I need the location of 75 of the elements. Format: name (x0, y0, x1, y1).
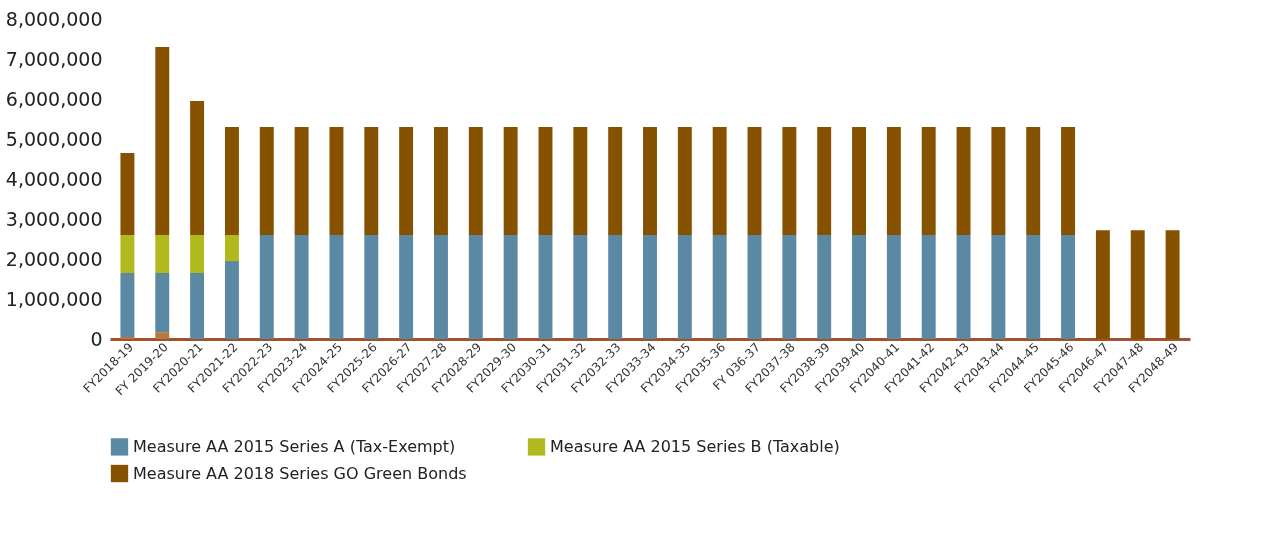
bar (155, 235, 170, 273)
bar (782, 235, 797, 339)
bar (677, 127, 692, 235)
bar (1026, 127, 1041, 235)
legend-label: Measure AA 2015 Series A (Tax-Exempt) (133, 436, 456, 456)
bar (120, 235, 135, 273)
bar (399, 127, 414, 235)
bar (120, 153, 135, 235)
bar (991, 235, 1006, 339)
bar (956, 235, 971, 339)
y-tick-label: 1,000,000 (5, 287, 103, 310)
bar (712, 127, 727, 235)
y-tick-label: 5,000,000 (5, 127, 103, 150)
bar (817, 127, 832, 235)
bar (329, 127, 344, 235)
bar (1061, 127, 1076, 235)
bar (294, 235, 309, 339)
bar (190, 101, 205, 235)
bar (190, 273, 205, 339)
bar (468, 235, 483, 339)
bar (886, 127, 901, 235)
legend-label: Measure AA 2015 Series B (Taxable) (550, 436, 840, 456)
bar (573, 127, 588, 235)
bar (224, 127, 239, 235)
bar (364, 127, 379, 235)
y-tick-label: 3,000,000 (5, 207, 103, 230)
bar (852, 127, 866, 235)
bar (956, 127, 971, 235)
bar (329, 235, 344, 339)
bar (608, 235, 623, 339)
bar (538, 127, 553, 235)
y-tick-label: 7,000,000 (5, 47, 103, 70)
bar (886, 235, 901, 339)
bar (573, 235, 588, 339)
bar (399, 235, 414, 339)
bar (712, 235, 727, 339)
bar (294, 127, 309, 235)
bar (155, 273, 170, 333)
bar (364, 235, 379, 339)
y-tick-label: 8,000,000 (5, 7, 103, 30)
bar (224, 235, 239, 261)
bar (155, 47, 170, 235)
bar (224, 261, 239, 339)
legend-label: Measure AA 2018 Series GO Green Bonds (133, 463, 467, 483)
bar (1026, 235, 1041, 339)
y-tick-label: 6,000,000 (5, 87, 103, 110)
bar (817, 235, 832, 339)
bar (747, 235, 762, 339)
bar (259, 235, 274, 339)
bar (1130, 230, 1145, 339)
bar (1095, 230, 1110, 339)
y-tick-label: 2,000,000 (5, 247, 103, 270)
bar (1165, 230, 1180, 339)
bar (259, 127, 274, 235)
bar (782, 127, 797, 235)
bar (503, 127, 518, 235)
bar (468, 127, 483, 235)
bar (991, 127, 1006, 235)
bar (921, 235, 936, 339)
bar (608, 127, 623, 235)
bar (120, 273, 135, 337)
y-tick-label: 4,000,000 (5, 167, 103, 190)
bar (747, 127, 762, 235)
bar (155, 332, 170, 339)
bar (643, 127, 657, 235)
bar (434, 235, 448, 339)
bar (503, 235, 518, 339)
bar (538, 235, 553, 339)
bar (643, 235, 657, 339)
bar (190, 235, 205, 273)
bar (921, 127, 936, 235)
bar (852, 235, 866, 339)
bar (434, 127, 448, 235)
bar (1061, 235, 1076, 339)
bar (677, 235, 692, 339)
